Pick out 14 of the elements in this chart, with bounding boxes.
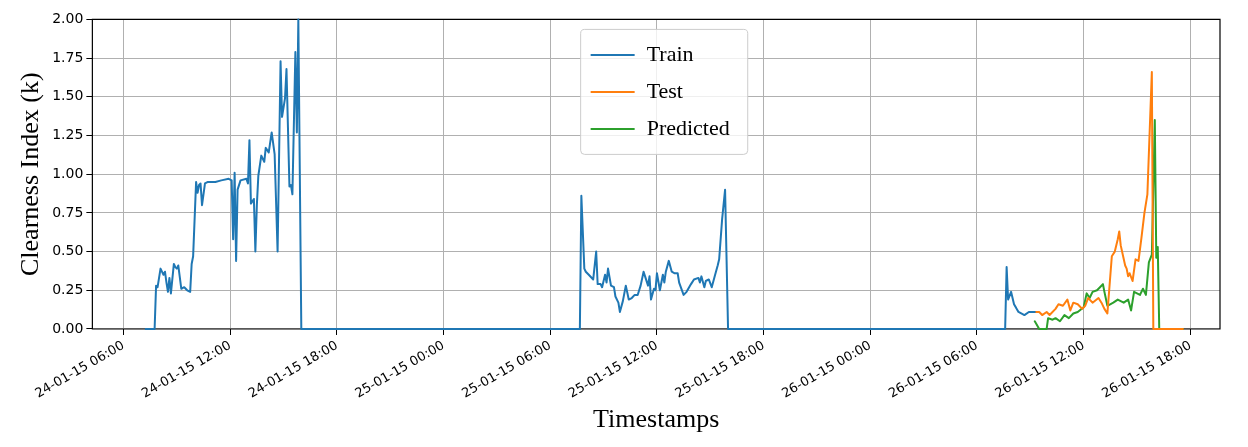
y-tick-label: 0.75 <box>52 203 84 220</box>
y-tick-label: 0.50 <box>52 242 84 259</box>
y-tick-label: 0.00 <box>52 319 84 336</box>
y-axis-title: Clearness Index (k) <box>15 72 45 276</box>
y-tick-label: 0.25 <box>52 280 84 297</box>
y-tick-label: 1.00 <box>52 164 84 181</box>
x-axis-title: Timestamps <box>593 404 720 434</box>
y-tick-label: 2.00 <box>52 10 84 27</box>
legend-label: Predicted <box>646 114 730 140</box>
legend-label: Train <box>646 40 694 66</box>
legend-label: Test <box>646 77 683 103</box>
y-tick-label: 1.75 <box>52 48 84 65</box>
y-tick-label: 1.50 <box>52 87 84 104</box>
y-tick-label: 1.25 <box>52 126 84 143</box>
